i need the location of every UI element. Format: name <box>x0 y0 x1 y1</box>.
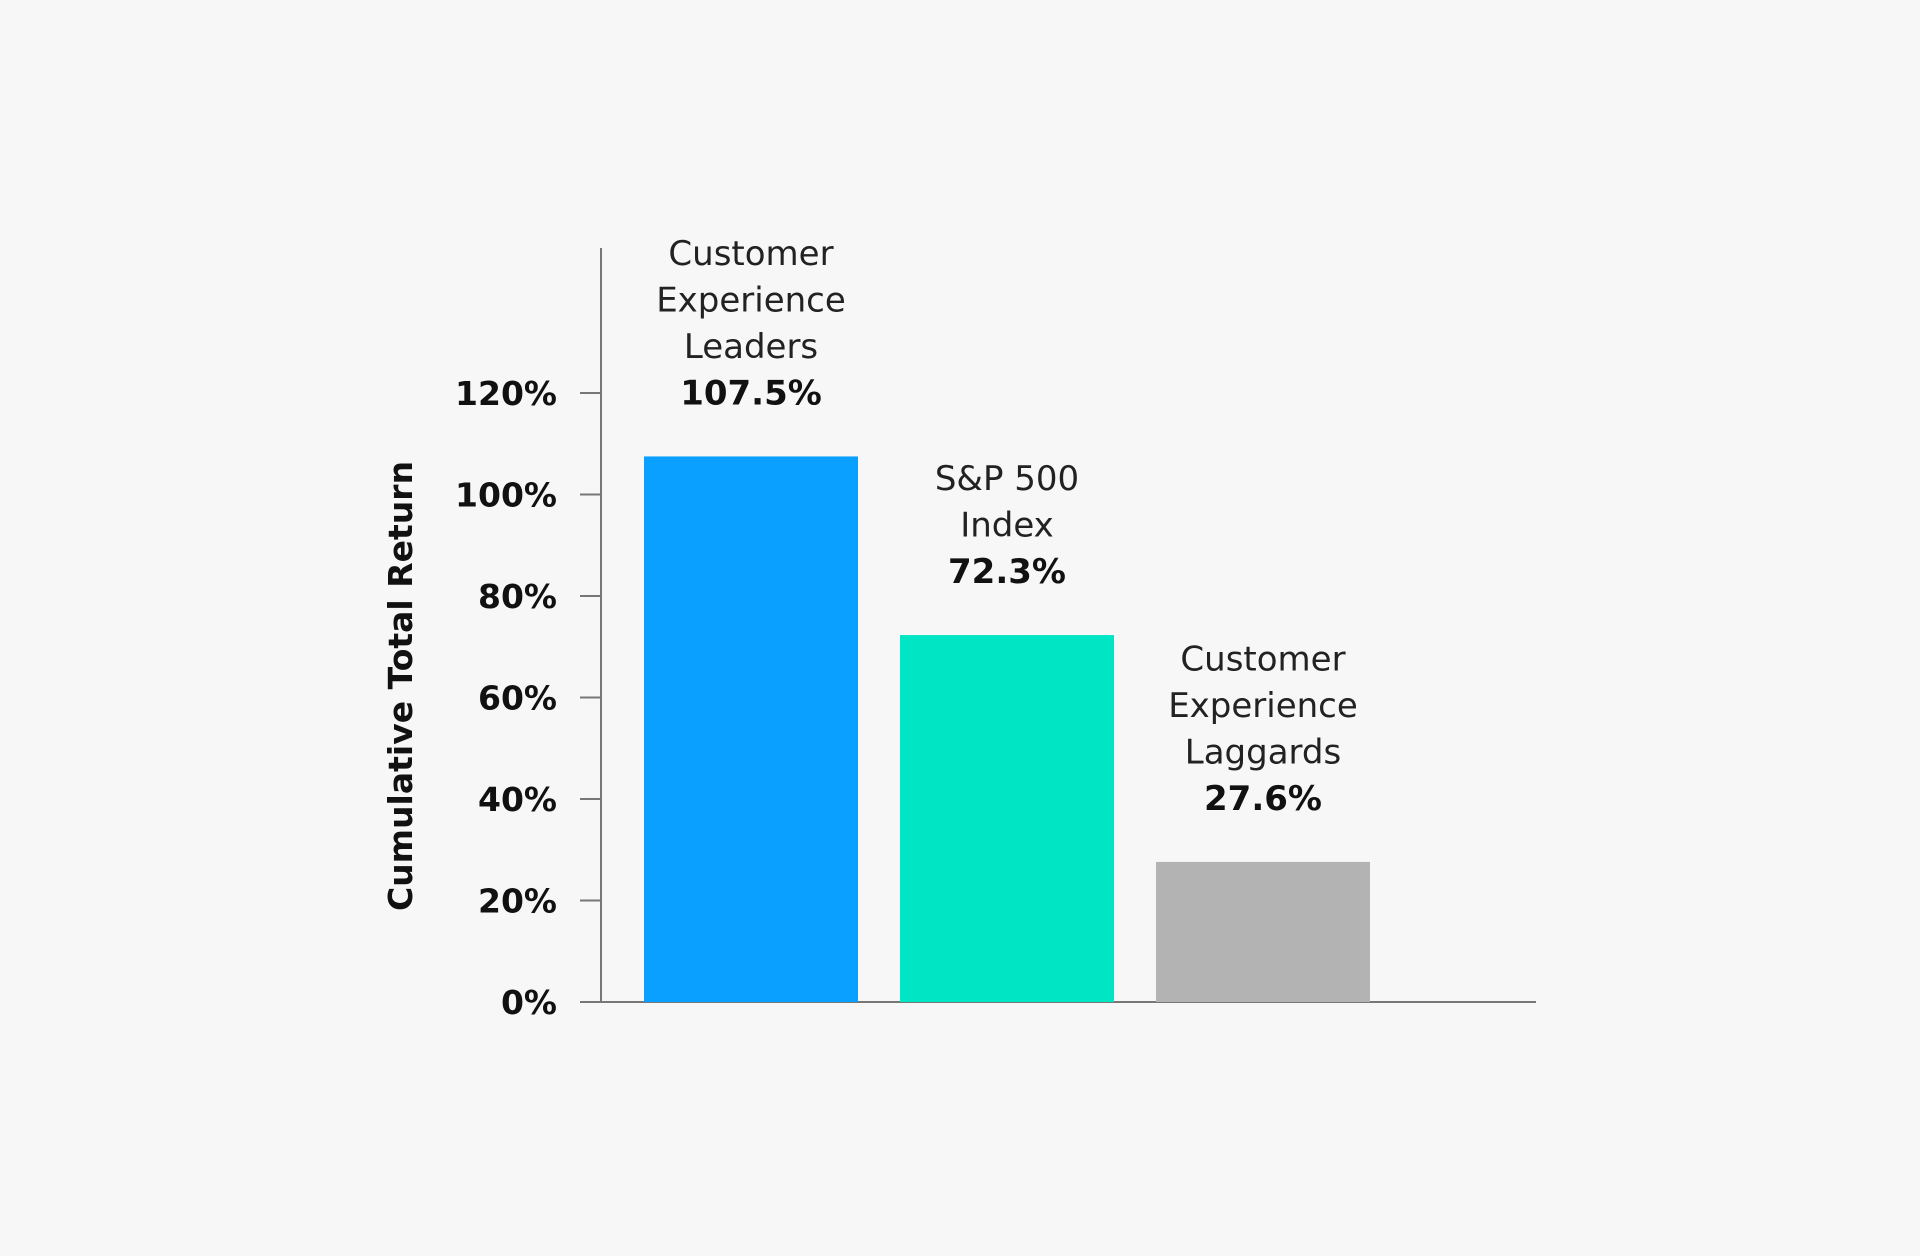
bar-category-label: Leaders <box>684 327 818 367</box>
bar-category-label: Experience <box>1168 686 1358 726</box>
y-tick-label: 100% <box>455 476 557 515</box>
bars <box>644 456 1370 1002</box>
bar-value-label: 72.3% <box>948 552 1066 592</box>
y-tick-label: 120% <box>455 374 557 413</box>
y-axis-title: Cumulative Total Return <box>381 461 420 911</box>
bar-category-label: Index <box>960 506 1054 546</box>
bar <box>900 635 1114 1002</box>
bar-labels: 107.5% Customer Experience Leaders 72.3% S&P … <box>656 234 1358 819</box>
bar-category-label: Laggards <box>1185 732 1341 772</box>
y-tick-label: 0% <box>501 983 557 1022</box>
y-tick-label: 60% <box>478 679 557 718</box>
y-tick-label: 80% <box>478 577 557 616</box>
bar <box>644 456 858 1002</box>
y-tick-label: 40% <box>478 780 557 819</box>
bar-value-label: 27.6% <box>1204 779 1322 819</box>
axes: 0% 20% 40% 60% 80% 100% 120% <box>455 248 1536 1022</box>
bar-category-label: S&P 500 <box>935 459 1079 499</box>
bar <box>1156 861 1370 1002</box>
bar-category-label: Customer <box>668 234 833 274</box>
bar-category-label: Experience <box>656 280 846 320</box>
bar-value-label: 107.5% <box>680 373 822 413</box>
bar-category-label: Customer <box>1180 639 1345 679</box>
y-tick-label: 20% <box>478 882 557 921</box>
